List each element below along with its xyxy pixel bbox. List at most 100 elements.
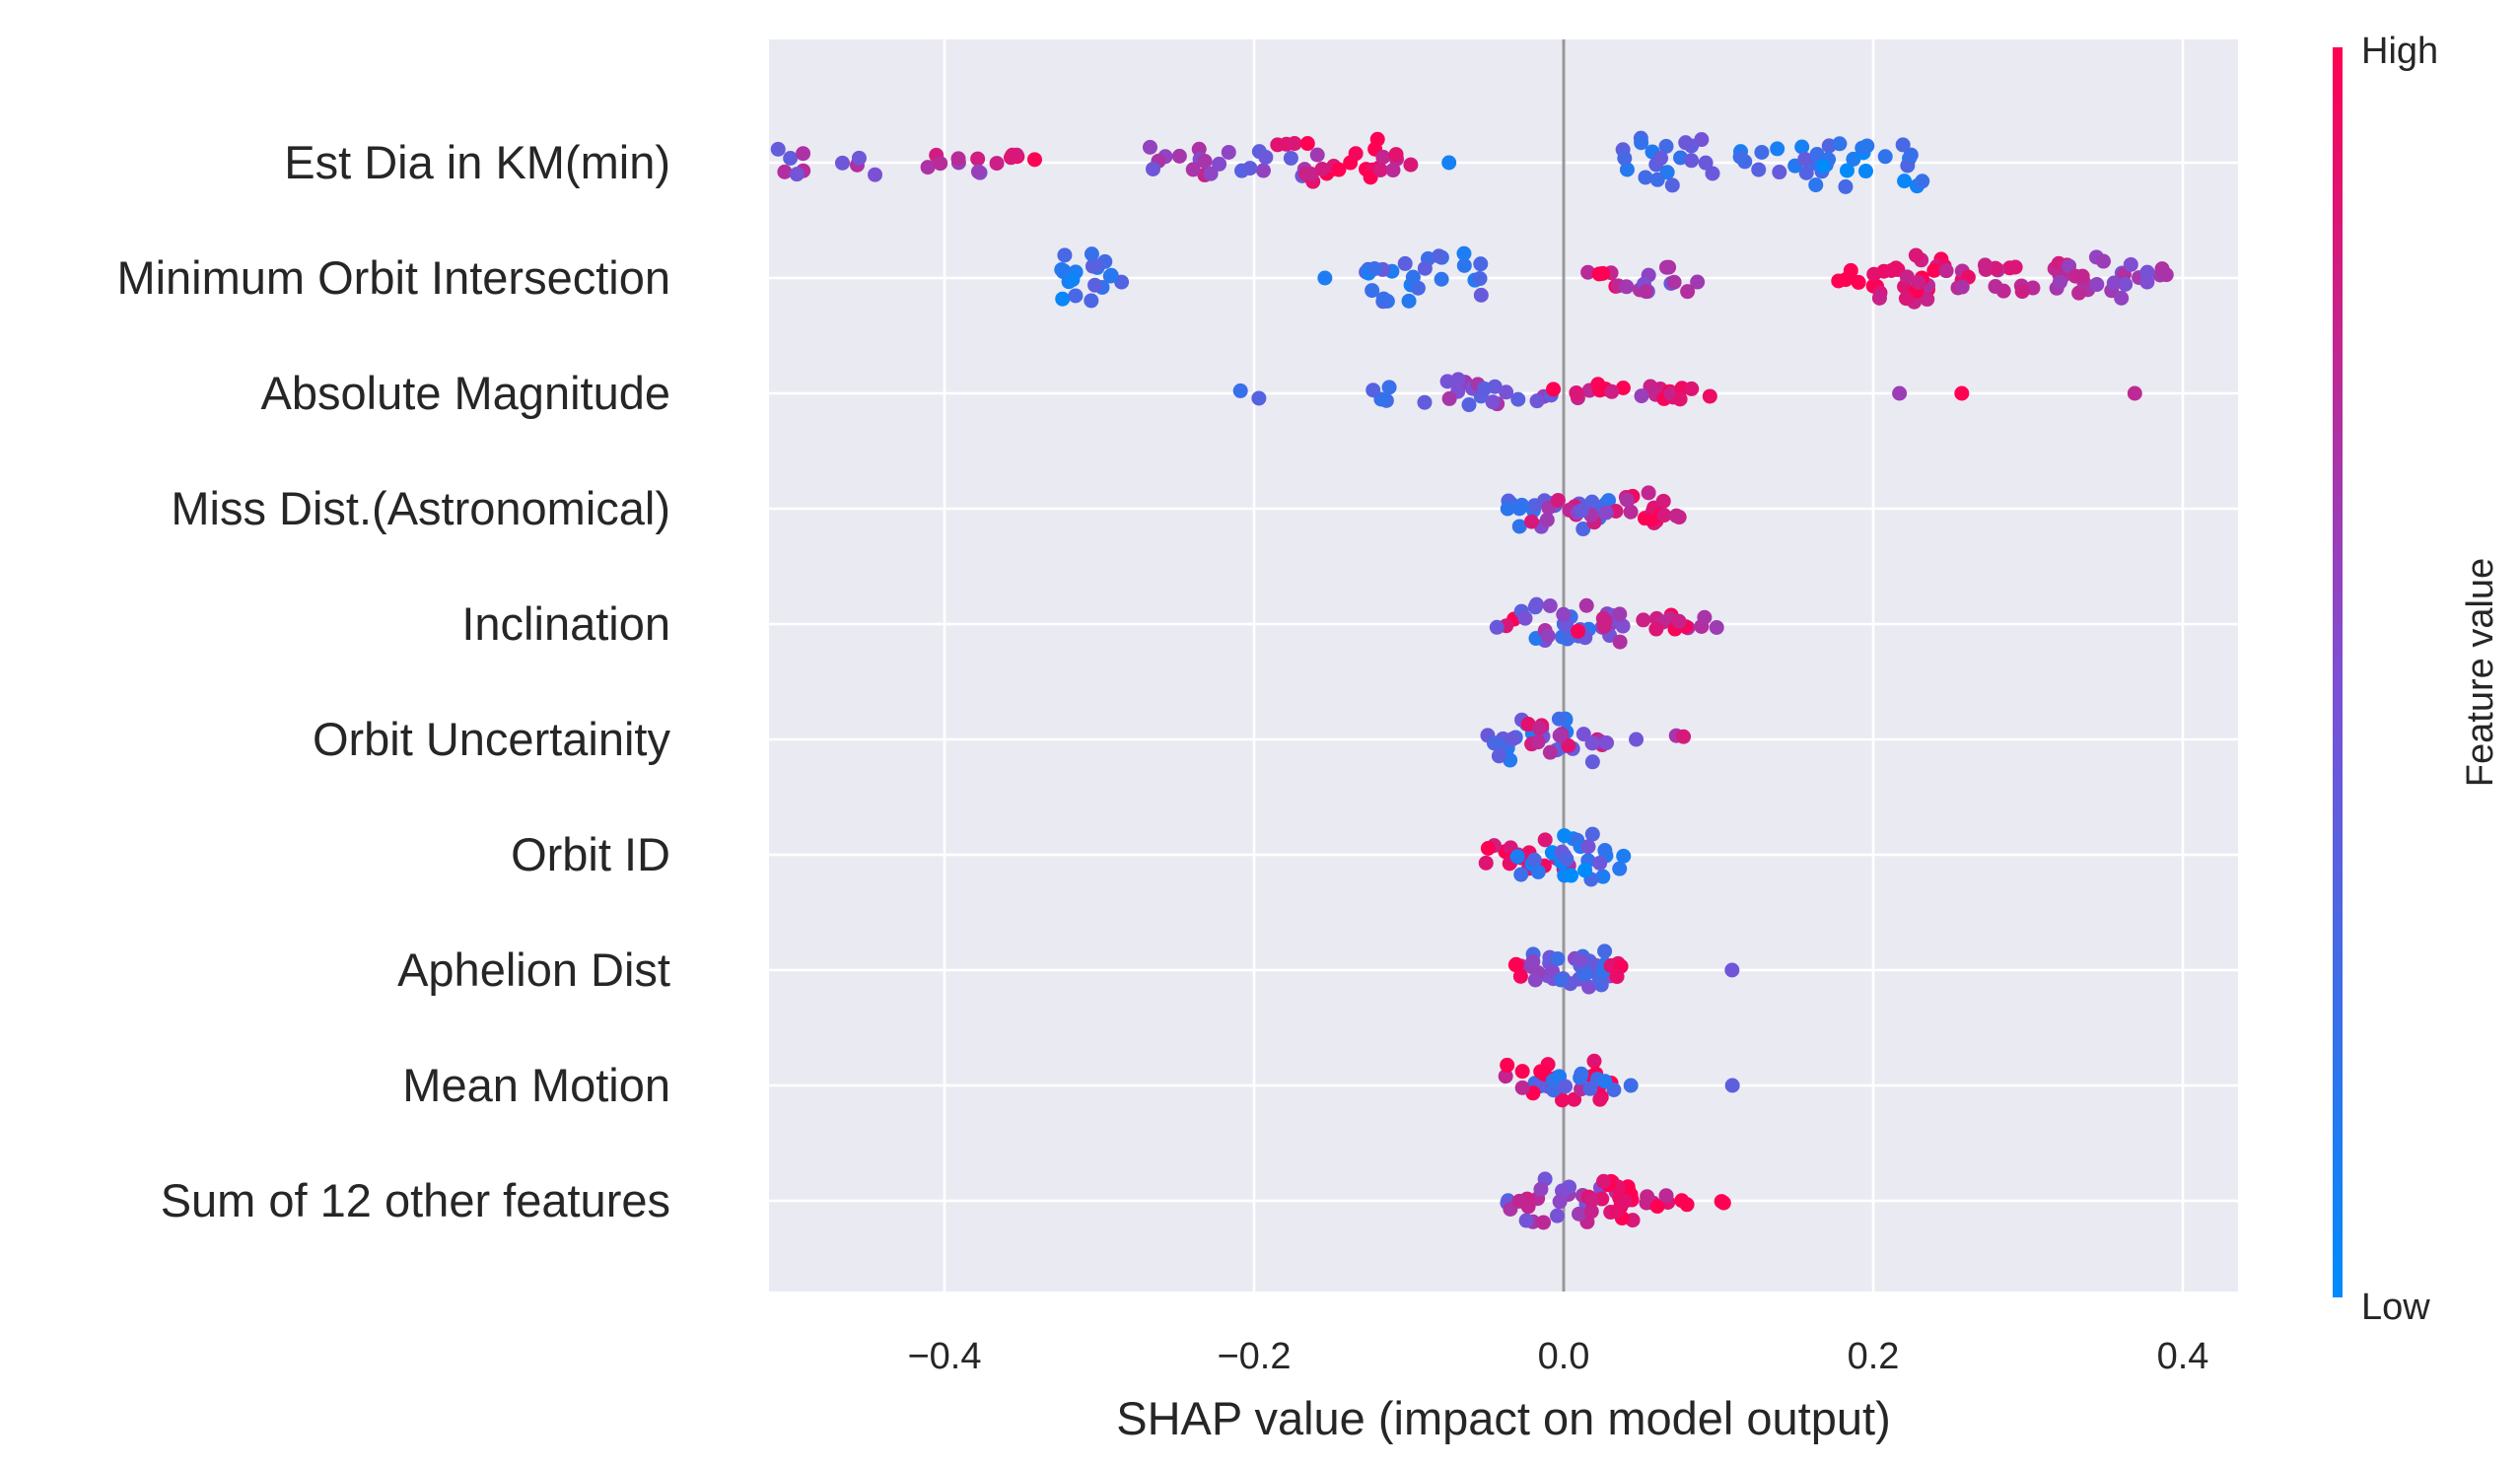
shap-point [1309,147,1325,163]
shap-point [1751,162,1767,177]
shap-point [1598,505,1614,521]
shap-point [1558,1079,1574,1094]
x-tick-label: 0.0 [1538,1336,1590,1377]
shap-point [1988,279,2003,295]
shap-point [1839,163,1855,178]
feature-label: Inclination [461,597,670,650]
shap-point [1634,135,1649,151]
shap-point [1527,972,1543,988]
shap-point [1525,953,1541,969]
shap-point [1511,501,1527,517]
shap-point [1388,147,1404,163]
shap-point [1684,381,1700,396]
shap-point [950,151,966,167]
shap-point [1528,596,1544,612]
shap-point [2014,284,2030,300]
shap-point [1634,388,1649,404]
shap-point [1664,177,1680,193]
shap-points [770,130,2174,1230]
shap-point [1103,267,1119,283]
shap-point [2158,267,2174,283]
shap-point [1551,711,1567,727]
shap-point [851,150,867,166]
shap-point [1546,382,1562,397]
shap-point [933,156,948,172]
shap-point [1569,384,1584,400]
shap-point [1671,613,1687,629]
x-tick-labels: −0.4 −0.2 0.0 0.2 0.4 [907,1336,2208,1377]
shap-point [1832,136,1848,152]
shap-point [1583,1204,1599,1220]
shap-point [1584,494,1600,510]
shap-point [1582,1081,1598,1096]
shap-point [770,141,786,157]
shap-point [1678,135,1694,151]
shap-point [1640,1189,1655,1205]
shap-point [1897,174,1913,189]
shap-point [1577,863,1593,878]
shap-point [1514,1064,1530,1080]
shap-point [1851,274,1866,290]
shap-point [1026,152,1042,168]
shap-point [1553,972,1569,988]
shap-point [1586,1053,1602,1069]
shap-point [1612,634,1628,650]
shap-point [1375,149,1391,165]
shap-point [1866,266,1882,282]
shap-point [1372,162,1388,177]
shap-point [1676,729,1692,744]
shap-point [1557,828,1573,844]
shap-point [1574,503,1589,519]
shap-point [1619,162,1635,177]
shap-point [1477,381,1493,396]
shap-point [1480,840,1496,856]
shap-point [1648,621,1664,637]
shap-point [1580,264,1596,280]
shap-point [1472,271,1488,287]
shap-point [1794,139,1810,155]
shap-point [1554,1092,1570,1108]
x-tick-label: −0.2 [1217,1336,1291,1377]
shap-point [1623,504,1639,520]
shap-point [1559,851,1575,867]
shap-point [2095,253,2111,269]
shap-point [1938,263,1954,279]
shap-point [1911,274,1926,290]
shap-point [1556,606,1572,622]
shap-point [2106,275,2122,291]
shap-point [1366,260,1382,276]
shap-point [1666,274,1682,290]
shap-point [1478,855,1494,871]
shap-point [1088,258,1104,274]
shap-point [1365,283,1380,299]
shap-point [1578,597,1594,613]
shap-point [1595,610,1611,626]
shap-point [1417,260,1433,276]
shap-point [1542,744,1558,760]
shap-point [1616,848,1632,864]
shap-point [1601,493,1617,509]
shap-point [970,151,986,167]
shap-point [1674,1193,1690,1209]
shap-point [1672,391,1688,407]
shap-point [1197,154,1213,170]
shap-point [2139,264,2155,280]
shap-point [2114,290,2130,306]
feature-label: Minimum Orbit Intersection [116,251,670,304]
shap-point [1511,519,1527,534]
shap-point [1055,291,1071,307]
shap-point [1572,1206,1587,1222]
shap-point [1552,728,1568,743]
shap-point [1403,157,1419,173]
shap-point [1668,508,1684,524]
shap-point [1583,1192,1599,1208]
shap-point [1954,385,1970,401]
shap-point [868,167,883,182]
shap-point [1770,141,1785,157]
feature-label: Absolute Magnitude [261,367,670,419]
shap-point [1146,161,1161,176]
shap-point [1871,290,1887,306]
shap-point [1732,149,1748,165]
shap-point [1638,284,1653,300]
colorbar-low-label: Low [2361,1287,2430,1328]
